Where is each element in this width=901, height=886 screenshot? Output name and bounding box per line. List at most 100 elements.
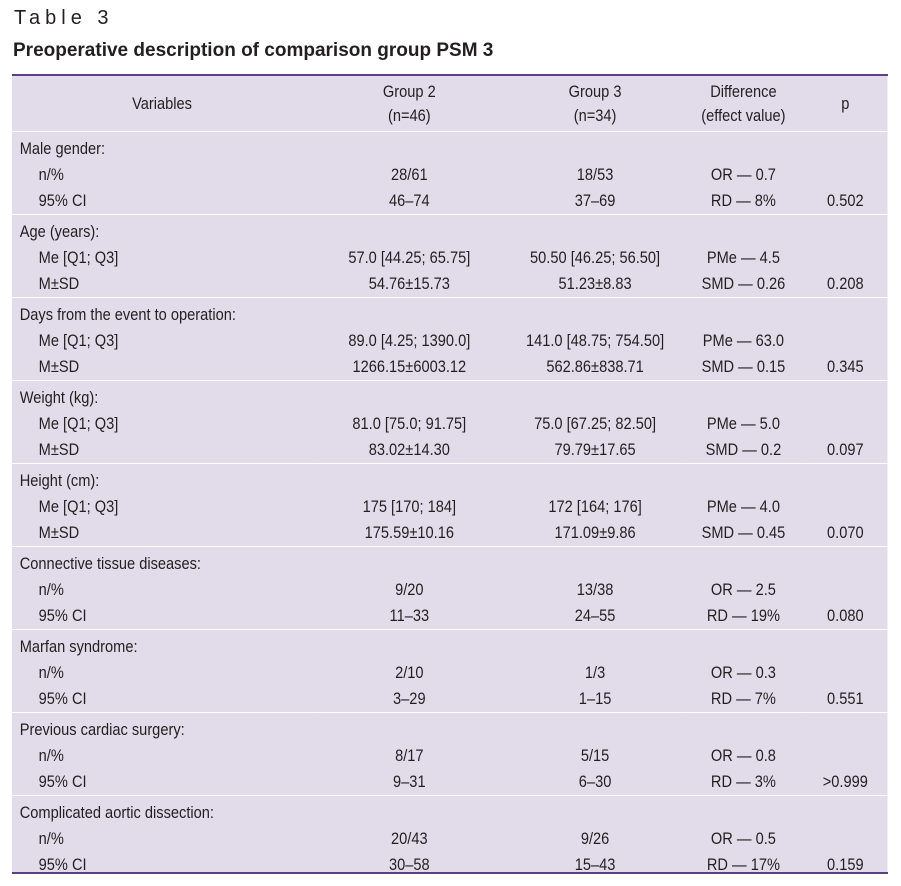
row-label: Me [Q1; Q3] bbox=[38, 331, 119, 350]
group2-value: 3–29 bbox=[312, 686, 507, 713]
table-row: M±SD 175.59±10.16 171.09±9.86 SMD — 0.45 0.0… bbox=[12, 520, 888, 547]
group3-value: 37–69 bbox=[506, 188, 684, 215]
p-value bbox=[803, 826, 887, 852]
group-title: Marfan syndrome: bbox=[19, 637, 138, 656]
row-label: M±SD bbox=[12, 437, 313, 464]
group3-value: 6–30 bbox=[506, 769, 684, 796]
difference-value: PMe — 4.0 bbox=[706, 497, 780, 516]
group-title-row: Age (years): bbox=[12, 215, 887, 246]
group-title: Weight (kg): bbox=[19, 388, 99, 407]
group-title-row: Complicated aortic dissection: bbox=[12, 796, 887, 827]
group2-value: 30–58 bbox=[388, 855, 430, 872]
group2-value: 46–74 bbox=[312, 188, 507, 215]
group-title: Height (cm): bbox=[19, 471, 100, 490]
header-group2: Group 2 (n=46) bbox=[312, 76, 507, 132]
table-row: n/% 2/10 1/3 OR — 0.3 bbox=[12, 660, 887, 686]
row-label: n/% bbox=[38, 829, 64, 848]
group2-value: 83.02±14.30 bbox=[312, 437, 507, 464]
group2-value: 89.0 [4.25; 1390.0] bbox=[348, 331, 471, 350]
row-label: 95% CI bbox=[12, 603, 313, 630]
group-title: Previous cardiac surgery: bbox=[19, 720, 185, 739]
group3-value: 13/38 bbox=[576, 580, 614, 599]
group3-value: 24–55 bbox=[506, 603, 684, 630]
difference-value: OR — 0.7 bbox=[710, 165, 776, 184]
group3-value: 75.0 [67.25; 82.50] bbox=[534, 414, 657, 433]
group-title-row: Days from the event to operation: bbox=[12, 298, 887, 329]
group3-value: 1–15 bbox=[506, 686, 684, 713]
table-row: n/% 20/43 9/26 OR — 0.5 bbox=[12, 826, 887, 852]
p-value bbox=[803, 411, 887, 437]
group3-value: 79.79±17.65 bbox=[506, 437, 684, 464]
p-value: 0.159 bbox=[827, 855, 864, 872]
group2-value: 54.76±15.73 bbox=[312, 271, 507, 298]
group-title-row: Weight (kg): bbox=[12, 381, 887, 412]
difference-value: RD — 3% bbox=[683, 769, 804, 796]
group3-value: 141.0 [48.75; 754.50] bbox=[525, 331, 665, 350]
group-title: Days from the event to operation: bbox=[19, 305, 236, 324]
header-row: Variables Group 2 (n=46) Group 3 (n=34) Di… bbox=[12, 76, 888, 132]
p-value: 0.208 bbox=[803, 271, 888, 298]
table-row: n/% 8/17 5/15 OR — 0.8 bbox=[12, 743, 887, 769]
row-label: Me [Q1; Q3] bbox=[38, 497, 119, 516]
row-label: M±SD bbox=[12, 271, 313, 298]
group2-value: 81.0 [75.0; 91.75] bbox=[352, 414, 467, 433]
group3-value: 15–43 bbox=[574, 855, 616, 872]
group3-value: 18/53 bbox=[576, 165, 614, 184]
difference-value: RD — 8% bbox=[683, 188, 804, 215]
p-value bbox=[803, 494, 887, 520]
table-top-rule bbox=[12, 74, 888, 76]
table-row: 95% CI 46–74 37–69 RD — 8% 0.502 bbox=[12, 188, 888, 215]
header-group3: Group 3 (n=34) bbox=[506, 76, 684, 132]
table-row: Me [Q1; Q3] 89.0 [4.25; 1390.0] 141.0 [48.… bbox=[12, 328, 887, 354]
difference-value: RD — 17% bbox=[706, 855, 780, 872]
group-title: Age (years): bbox=[19, 222, 100, 241]
group-title-row: Male gender: bbox=[12, 132, 887, 163]
p-value bbox=[803, 328, 887, 354]
difference-value: SMD — 0.45 bbox=[683, 520, 804, 547]
p-value bbox=[803, 245, 887, 271]
group-title: Male gender: bbox=[19, 139, 106, 158]
group2-value: 9–31 bbox=[312, 769, 507, 796]
group3-value: 9/26 bbox=[580, 829, 610, 848]
group3-value: 171.09±9.86 bbox=[506, 520, 684, 547]
table-body: Male gender: n/% 28/61 18/53 OR — 0.7 95% CI 4… bbox=[12, 132, 888, 872]
group-title-row: Previous cardiac surgery: bbox=[12, 713, 887, 744]
difference-value: SMD — 0.26 bbox=[683, 271, 804, 298]
group-title-row: Height (cm): bbox=[12, 464, 887, 495]
group3-value: 172 [164; 176] bbox=[548, 497, 642, 516]
group-title-row: Connective tissue diseases: bbox=[12, 547, 887, 578]
p-value bbox=[803, 162, 887, 188]
row-label: n/% bbox=[38, 165, 64, 184]
row-label: 95% CI bbox=[12, 769, 313, 796]
group2-value: 9/20 bbox=[395, 580, 424, 599]
p-value: 0.080 bbox=[803, 603, 888, 630]
row-label: M±SD bbox=[12, 354, 313, 381]
row-label: 95% CI bbox=[12, 686, 313, 713]
group2-value: 2/10 bbox=[395, 663, 424, 682]
group3-value: 50.50 [46.25; 56.50] bbox=[530, 248, 661, 267]
row-label: 95% CI bbox=[38, 855, 87, 872]
table-row: 95% CI 11–33 24–55 RD — 19% 0.080 bbox=[12, 603, 888, 630]
group2-value: 57.0 [44.25; 65.75] bbox=[348, 248, 471, 267]
table-caption: Preoperative description of comparison g… bbox=[13, 40, 494, 61]
table-row: 95% CI 3–29 1–15 RD — 7% 0.551 bbox=[12, 686, 888, 713]
table-row: Me [Q1; Q3] 175 [170; 184] 172 [164; 176] P… bbox=[12, 494, 887, 520]
table-bottom-rule bbox=[12, 872, 888, 874]
row-label: n/% bbox=[38, 580, 64, 599]
difference-value: OR — 0.3 bbox=[710, 663, 776, 682]
row-label: n/% bbox=[38, 663, 64, 682]
p-value: 0.502 bbox=[803, 188, 888, 215]
group3-value: 5/15 bbox=[580, 746, 610, 765]
p-value: 0.551 bbox=[803, 686, 888, 713]
header-difference: Difference (effect value) bbox=[683, 76, 804, 132]
difference-value: PMe — 5.0 bbox=[706, 414, 780, 433]
group-title-row: Marfan syndrome: bbox=[12, 630, 887, 661]
difference-value: OR — 0.5 bbox=[710, 829, 776, 848]
comparison-table: Variables Group 2 (n=46) Group 3 (n=34) Di… bbox=[12, 76, 888, 872]
p-value: 0.070 bbox=[803, 520, 888, 547]
table-row: M±SD 54.76±15.73 51.23±8.83 SMD — 0.26 0.208 bbox=[12, 271, 888, 298]
row-label: Me [Q1; Q3] bbox=[38, 414, 119, 433]
difference-value: SMD — 0.15 bbox=[683, 354, 804, 381]
table-row: n/% 28/61 18/53 OR — 0.7 bbox=[12, 162, 887, 188]
row-label: M±SD bbox=[12, 520, 313, 547]
